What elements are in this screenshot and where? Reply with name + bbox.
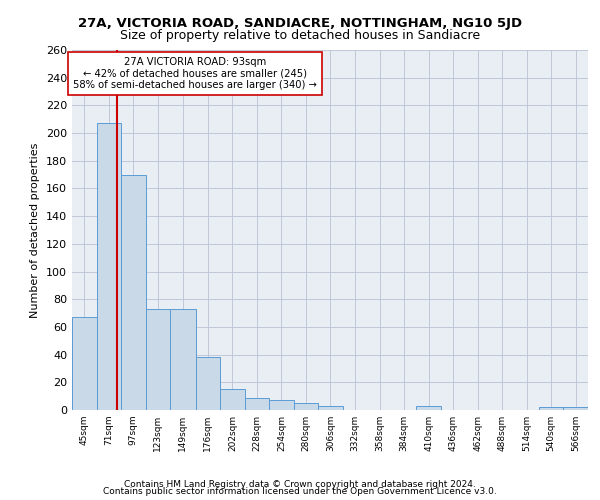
Text: 27A, VICTORIA ROAD, SANDIACRE, NOTTINGHAM, NG10 5JD: 27A, VICTORIA ROAD, SANDIACRE, NOTTINGHA… xyxy=(78,18,522,30)
Text: Contains HM Land Registry data © Crown copyright and database right 2024.: Contains HM Land Registry data © Crown c… xyxy=(124,480,476,489)
Bar xyxy=(97,124,121,410)
Bar xyxy=(72,317,97,410)
Bar xyxy=(269,400,293,410)
Text: Size of property relative to detached houses in Sandiacre: Size of property relative to detached ho… xyxy=(120,29,480,42)
Bar xyxy=(170,309,196,410)
Bar xyxy=(416,406,441,410)
Bar xyxy=(245,398,269,410)
Y-axis label: Number of detached properties: Number of detached properties xyxy=(31,142,40,318)
Bar xyxy=(146,309,170,410)
Bar xyxy=(220,389,245,410)
Text: Contains public sector information licensed under the Open Government Licence v3: Contains public sector information licen… xyxy=(103,488,497,496)
Bar xyxy=(121,174,146,410)
Text: 27A VICTORIA ROAD: 93sqm
← 42% of detached houses are smaller (245)
58% of semi-: 27A VICTORIA ROAD: 93sqm ← 42% of detach… xyxy=(73,57,317,90)
Bar xyxy=(293,403,318,410)
Bar xyxy=(539,407,563,410)
Bar xyxy=(196,358,220,410)
Bar xyxy=(563,407,588,410)
Bar xyxy=(318,406,343,410)
